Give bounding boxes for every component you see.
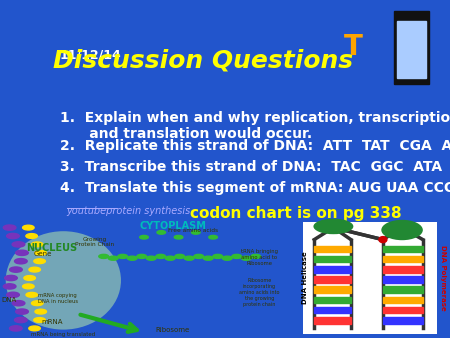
Text: 4.  Translate this segment of mRNA: AUG UAA CCG GAC UAG: 4. Translate this segment of mRNA: AUG U… xyxy=(60,181,450,195)
Text: DNA Helicase: DNA Helicase xyxy=(302,251,308,305)
Text: Gene: Gene xyxy=(34,251,52,257)
Circle shape xyxy=(146,256,156,260)
Circle shape xyxy=(99,255,108,259)
Circle shape xyxy=(29,267,40,272)
Ellipse shape xyxy=(381,220,423,240)
Circle shape xyxy=(175,255,184,259)
Text: mRNA: mRNA xyxy=(41,319,63,325)
Bar xyxy=(314,286,351,293)
Text: youtubeprotein synthesis: youtubeprotein synthesis xyxy=(67,206,191,216)
Circle shape xyxy=(140,235,148,239)
Circle shape xyxy=(241,256,251,260)
Circle shape xyxy=(7,233,19,239)
Text: 11/12/14: 11/12/14 xyxy=(60,48,122,62)
Bar xyxy=(314,307,351,313)
Text: Free amino acids: Free amino acids xyxy=(168,227,218,233)
Circle shape xyxy=(222,256,232,260)
Circle shape xyxy=(26,292,37,297)
Circle shape xyxy=(14,259,27,264)
Text: 3.  Transcribe this strand of DNA:  TAC  GGC  ATA  CGA  TAT: 3. Transcribe this strand of DNA: TAC GG… xyxy=(60,160,450,174)
Text: Ribosome
incorporating
amino acids into
the growing
protein chain: Ribosome incorporating amino acids into … xyxy=(239,278,279,307)
Circle shape xyxy=(16,309,28,314)
FancyBboxPatch shape xyxy=(303,222,437,334)
Bar xyxy=(314,297,351,303)
Circle shape xyxy=(203,256,213,260)
Circle shape xyxy=(3,284,16,289)
Bar xyxy=(383,276,423,283)
Circle shape xyxy=(127,256,137,260)
Circle shape xyxy=(184,256,194,260)
Text: tRNA bringing
amino acid to
Ribosome: tRNA bringing amino acid to Ribosome xyxy=(241,249,278,266)
Bar xyxy=(314,317,351,323)
Circle shape xyxy=(9,326,22,331)
Circle shape xyxy=(192,231,200,234)
Circle shape xyxy=(7,292,19,297)
Bar xyxy=(314,246,351,252)
Circle shape xyxy=(22,284,34,289)
Circle shape xyxy=(35,250,46,255)
Circle shape xyxy=(12,300,25,306)
Text: CYTOPLASM: CYTOPLASM xyxy=(140,221,206,232)
Bar xyxy=(383,286,423,293)
Text: Growing
Protein Chain: Growing Protein Chain xyxy=(76,237,115,247)
Circle shape xyxy=(165,256,175,260)
Circle shape xyxy=(12,242,25,247)
Circle shape xyxy=(22,225,34,230)
Circle shape xyxy=(26,234,37,238)
Bar xyxy=(383,317,423,323)
Circle shape xyxy=(232,255,242,259)
Circle shape xyxy=(251,255,261,259)
Text: mRNA copying
DNA in nucleus: mRNA copying DNA in nucleus xyxy=(37,293,78,304)
Text: codon chart is on pg 338: codon chart is on pg 338 xyxy=(190,206,401,221)
Circle shape xyxy=(213,255,223,259)
Circle shape xyxy=(16,250,28,256)
Text: mRNA being translated: mRNA being translated xyxy=(31,332,95,337)
Ellipse shape xyxy=(6,231,121,330)
Circle shape xyxy=(9,267,22,272)
Text: Discussion Questions: Discussion Questions xyxy=(53,48,353,72)
Circle shape xyxy=(34,318,45,322)
Circle shape xyxy=(157,231,166,234)
Text: T: T xyxy=(344,33,363,61)
Circle shape xyxy=(174,235,183,239)
Circle shape xyxy=(35,309,46,314)
Bar xyxy=(314,266,351,273)
Bar xyxy=(383,307,423,313)
Circle shape xyxy=(32,301,43,306)
Circle shape xyxy=(108,256,118,260)
Bar xyxy=(383,256,423,262)
Circle shape xyxy=(209,235,217,239)
Text: DNA: DNA xyxy=(1,297,16,303)
Text: 2.  Replicate this strand of DNA:  ATT  TAT  CGA  AGT  TAC: 2. Replicate this strand of DNA: ATT TAT… xyxy=(60,140,450,153)
Circle shape xyxy=(32,242,43,247)
Circle shape xyxy=(137,255,147,259)
Text: DNA Polymerase: DNA Polymerase xyxy=(440,245,446,311)
Bar xyxy=(314,276,351,283)
Text: NUCLEUS: NUCLEUS xyxy=(26,243,77,253)
Circle shape xyxy=(3,225,16,230)
Circle shape xyxy=(379,237,387,243)
Bar xyxy=(383,246,423,252)
Bar xyxy=(383,297,423,303)
Circle shape xyxy=(194,255,203,259)
Text: 1.  Explain when and why replication, transcription
      and translation would : 1. Explain when and why replication, tra… xyxy=(60,111,450,141)
Circle shape xyxy=(118,255,128,259)
Ellipse shape xyxy=(313,219,353,234)
Bar xyxy=(314,256,351,262)
Circle shape xyxy=(4,275,17,281)
Bar xyxy=(394,11,429,84)
Bar xyxy=(397,21,427,78)
Circle shape xyxy=(24,275,36,281)
Bar xyxy=(383,266,423,273)
Circle shape xyxy=(34,259,45,264)
Circle shape xyxy=(29,326,40,331)
Circle shape xyxy=(156,255,166,259)
Circle shape xyxy=(14,317,27,323)
Text: Ribosome: Ribosome xyxy=(156,327,190,333)
